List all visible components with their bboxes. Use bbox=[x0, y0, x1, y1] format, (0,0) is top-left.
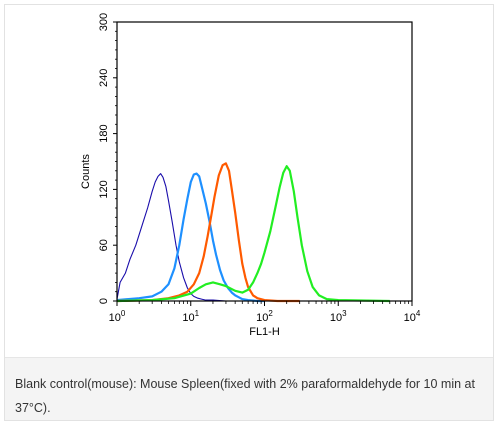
x-tick-label: 101 bbox=[182, 309, 199, 324]
y-tick-label: 60 bbox=[98, 239, 110, 251]
x-tick-label: 103 bbox=[330, 309, 347, 324]
histogram-series-1 bbox=[116, 173, 265, 302]
histogram-series-2 bbox=[116, 172, 265, 303]
plot-frame bbox=[116, 21, 413, 302]
y-axis-label: Counts bbox=[80, 154, 92, 189]
y-tick-label: 120 bbox=[98, 180, 110, 198]
x-tick-label: 100 bbox=[109, 309, 126, 324]
figure-card: 0 60 120 180 240 300 100 101 102 103 104 FL1-H Count… bbox=[4, 4, 494, 421]
x-tick-label: 102 bbox=[256, 309, 273, 324]
y-tick-label: 0 bbox=[98, 298, 110, 304]
histogram-series-3 bbox=[116, 162, 300, 303]
y-tick-label: 300 bbox=[98, 13, 110, 31]
chart-area: 0 60 120 180 240 300 100 101 102 103 104 FL1-H Count… bbox=[5, 5, 495, 357]
y-tick-label: 180 bbox=[98, 124, 110, 142]
caption-box: Blank control(mouse): Mouse Spleen(fixed… bbox=[5, 357, 493, 420]
x-tick-label: 104 bbox=[404, 309, 421, 324]
flow-cytometry-histogram: 0 60 120 180 240 300 100 101 102 103 104 FL1-H Count… bbox=[80, 13, 421, 338]
x-axis-label: FL1-H bbox=[249, 326, 280, 338]
histogram-series-4 bbox=[116, 165, 390, 303]
figure-caption: Blank control(mouse): Mouse Spleen(fixed… bbox=[15, 377, 475, 415]
y-tick-label: 240 bbox=[98, 69, 110, 87]
